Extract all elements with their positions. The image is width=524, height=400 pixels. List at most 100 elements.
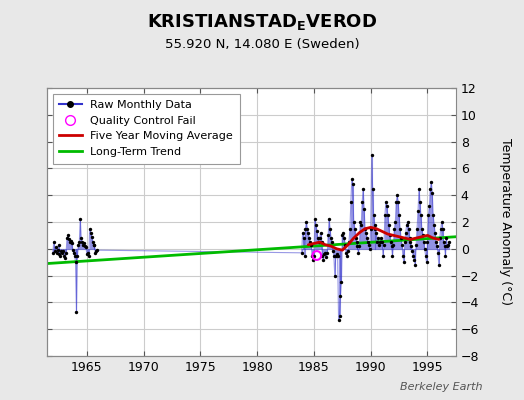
Point — [422, 259, 431, 266]
Point — [72, 308, 81, 315]
Point — [415, 185, 423, 192]
Point — [60, 252, 69, 259]
Point — [435, 262, 443, 268]
Point — [54, 242, 63, 248]
Text: 55.920 N, 14.080 E (Sweden): 55.920 N, 14.080 E (Sweden) — [165, 38, 359, 51]
Point — [398, 242, 406, 248]
Point — [373, 239, 381, 245]
Point — [311, 216, 319, 222]
Point — [69, 247, 77, 253]
Point — [59, 248, 68, 255]
Point — [308, 252, 316, 259]
Point — [57, 248, 66, 255]
Point — [73, 252, 82, 259]
Point — [345, 239, 353, 245]
Point — [392, 199, 400, 205]
Point — [381, 199, 390, 205]
Point — [352, 235, 360, 241]
Point — [434, 250, 442, 256]
Point — [376, 239, 385, 245]
Point — [427, 178, 435, 185]
Point — [321, 250, 330, 256]
Point — [85, 226, 94, 232]
Point — [78, 239, 86, 245]
Point — [80, 240, 88, 247]
Point — [67, 238, 75, 244]
Point — [412, 242, 420, 248]
Point — [386, 232, 394, 238]
Point — [420, 246, 429, 252]
Point — [306, 239, 314, 245]
Point — [436, 226, 445, 232]
Legend: Raw Monthly Data, Quality Control Fail, Five Year Moving Average, Long-Term Tren: Raw Monthly Data, Quality Control Fail, … — [53, 94, 240, 164]
Point — [414, 208, 422, 214]
Point — [93, 247, 102, 253]
Point — [300, 252, 309, 259]
Point — [395, 212, 403, 218]
Point — [432, 239, 440, 245]
Point — [71, 259, 80, 266]
Point — [330, 252, 338, 259]
Point — [410, 256, 419, 263]
Point — [394, 199, 402, 205]
Point — [313, 228, 321, 234]
Point — [350, 219, 358, 225]
Text: KRISTIANSTAD$_\mathregular{E}$VEROD: KRISTIANSTAD$_\mathregular{E}$VEROD — [147, 12, 377, 32]
Point — [402, 222, 411, 228]
Point — [304, 230, 312, 236]
Point — [409, 252, 418, 259]
Point — [426, 185, 434, 192]
Point — [387, 243, 396, 249]
Point — [346, 226, 354, 232]
Point — [386, 239, 395, 245]
Point — [354, 250, 363, 256]
Point — [68, 240, 76, 247]
Point — [63, 235, 71, 241]
Point — [316, 230, 325, 236]
Point — [359, 185, 367, 192]
Point — [433, 243, 441, 249]
Point — [84, 252, 93, 259]
Point — [329, 248, 337, 255]
Point — [378, 239, 386, 245]
Point — [344, 248, 352, 255]
Point — [429, 212, 438, 218]
Point — [423, 239, 432, 245]
Point — [84, 250, 92, 256]
Point — [53, 247, 62, 253]
Point — [89, 242, 97, 248]
Point — [333, 251, 341, 257]
Point — [364, 239, 372, 245]
Point — [307, 242, 315, 248]
Point — [88, 234, 96, 240]
Point — [374, 235, 383, 241]
Point — [64, 232, 72, 238]
Point — [399, 252, 407, 259]
Point — [358, 199, 366, 205]
Point — [396, 226, 404, 232]
Point — [372, 230, 380, 236]
Point — [77, 235, 85, 241]
Point — [76, 216, 84, 222]
Point — [314, 239, 323, 245]
Point — [424, 212, 433, 218]
Point — [351, 226, 359, 232]
Point — [397, 235, 405, 241]
Point — [313, 235, 322, 241]
Point — [348, 181, 357, 188]
Point — [299, 235, 308, 241]
Point — [324, 232, 332, 238]
Point — [299, 230, 307, 236]
Point — [90, 242, 99, 248]
Point — [335, 313, 344, 319]
Point — [385, 222, 393, 228]
Point — [70, 252, 79, 259]
Point — [389, 242, 398, 248]
Point — [74, 242, 83, 248]
Point — [58, 250, 67, 256]
Point — [367, 152, 376, 158]
Point — [326, 226, 334, 232]
Point — [52, 250, 61, 256]
Point — [338, 232, 346, 238]
Point — [381, 212, 389, 218]
